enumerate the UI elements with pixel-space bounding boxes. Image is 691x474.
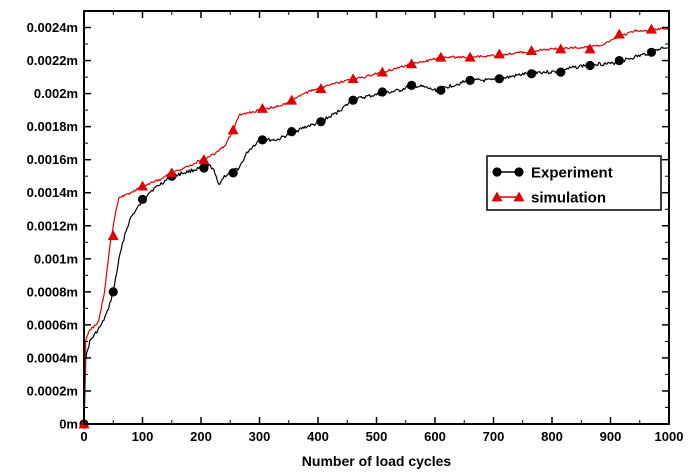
y-tick-label: 0.0006m bbox=[27, 317, 78, 332]
y-tick-label: 0.002m bbox=[34, 86, 78, 101]
x-tick-label: 400 bbox=[307, 429, 329, 444]
experiment-point bbox=[556, 67, 566, 77]
experiment-point bbox=[526, 69, 537, 79]
y-tick-label: 0.0004m bbox=[27, 350, 78, 365]
x-tick-label: 300 bbox=[249, 429, 271, 444]
y-tick-label: 0.0002m bbox=[27, 383, 78, 398]
y-tick-label: 0.0008m bbox=[27, 284, 78, 299]
simulation-point bbox=[645, 23, 657, 34]
marker-layer bbox=[78, 23, 657, 429]
simulation-point bbox=[347, 73, 359, 84]
simulation-point bbox=[137, 180, 148, 191]
legend-marker-triangle bbox=[491, 191, 503, 202]
y-tick-label: 0.001m bbox=[34, 251, 78, 266]
experiment-point bbox=[494, 74, 504, 84]
label-layer: 0 100 200 300 400 500 600 700 800 900 1000 0m 0.0002… bbox=[27, 20, 684, 444]
experiment-point bbox=[377, 87, 387, 97]
experiment-point bbox=[348, 95, 358, 105]
legend-label: Experiment bbox=[531, 165, 613, 182]
simulation-point bbox=[584, 43, 596, 54]
y-tick-label: 0.0018m bbox=[27, 119, 78, 134]
simulation-point bbox=[406, 58, 418, 69]
simulation-point bbox=[166, 167, 178, 178]
tick-layer bbox=[83, 11, 670, 425]
experiment-point bbox=[287, 126, 297, 137]
simulation-point bbox=[107, 230, 119, 241]
experiment-point bbox=[614, 55, 624, 66]
x-tick-label: 200 bbox=[190, 429, 212, 444]
y-tick-label: 0.0014m bbox=[27, 185, 78, 200]
experiment-point bbox=[436, 85, 446, 95]
experiment-point bbox=[137, 194, 148, 204]
experiment-point bbox=[407, 80, 417, 90]
simulation-point bbox=[493, 48, 505, 59]
x-axis-title: Number of load cycles bbox=[302, 453, 452, 469]
x-tick-label: 800 bbox=[541, 429, 563, 444]
simulation-point bbox=[315, 83, 327, 94]
series-line-simulation bbox=[83, 27, 670, 425]
x-tick-label: 700 bbox=[483, 429, 505, 444]
simulation-point bbox=[464, 51, 476, 62]
experiment-point bbox=[108, 287, 118, 297]
series-line-experiment bbox=[83, 46, 670, 425]
y-tick-label: 0.0022m bbox=[27, 53, 78, 68]
y-tick-label: 0.0016m bbox=[27, 152, 78, 167]
x-tick-label: 1000 bbox=[655, 429, 684, 444]
experiment-point bbox=[646, 47, 657, 57]
y-tick-label: 0.0024m bbox=[27, 20, 78, 35]
simulation-point bbox=[286, 94, 298, 105]
simulation-point bbox=[256, 102, 268, 113]
simulation-point bbox=[435, 51, 447, 62]
x-tick-label: 900 bbox=[600, 429, 622, 444]
experiment-point bbox=[316, 117, 326, 127]
simulation-point bbox=[555, 43, 567, 54]
legend-label: simulation bbox=[531, 190, 606, 207]
simulation-point bbox=[227, 124, 239, 135]
legend-marker-triangle bbox=[513, 191, 525, 202]
x-tick-label: 500 bbox=[366, 429, 388, 444]
experiment-point bbox=[228, 168, 238, 178]
experiment-point bbox=[585, 60, 595, 71]
x-tick-label: 0 bbox=[80, 429, 87, 444]
y-tick-label: 0.0012m bbox=[27, 218, 78, 233]
legend: Experiment simulation bbox=[486, 155, 662, 211]
experiment-point bbox=[199, 163, 209, 173]
experiment-point bbox=[465, 75, 475, 85]
simulation-point bbox=[376, 66, 388, 77]
simulation-point bbox=[198, 154, 210, 165]
series-layer bbox=[83, 27, 670, 425]
x-tick-label: 600 bbox=[424, 429, 446, 444]
legend-marker-circle bbox=[492, 167, 502, 177]
legend-marker-circle bbox=[514, 167, 524, 177]
experiment-point bbox=[257, 135, 268, 145]
simulation-point bbox=[526, 45, 538, 56]
simulation-point bbox=[613, 28, 625, 39]
x-tick-label: 100 bbox=[132, 429, 154, 444]
y-tick-label: 0m bbox=[59, 417, 78, 432]
